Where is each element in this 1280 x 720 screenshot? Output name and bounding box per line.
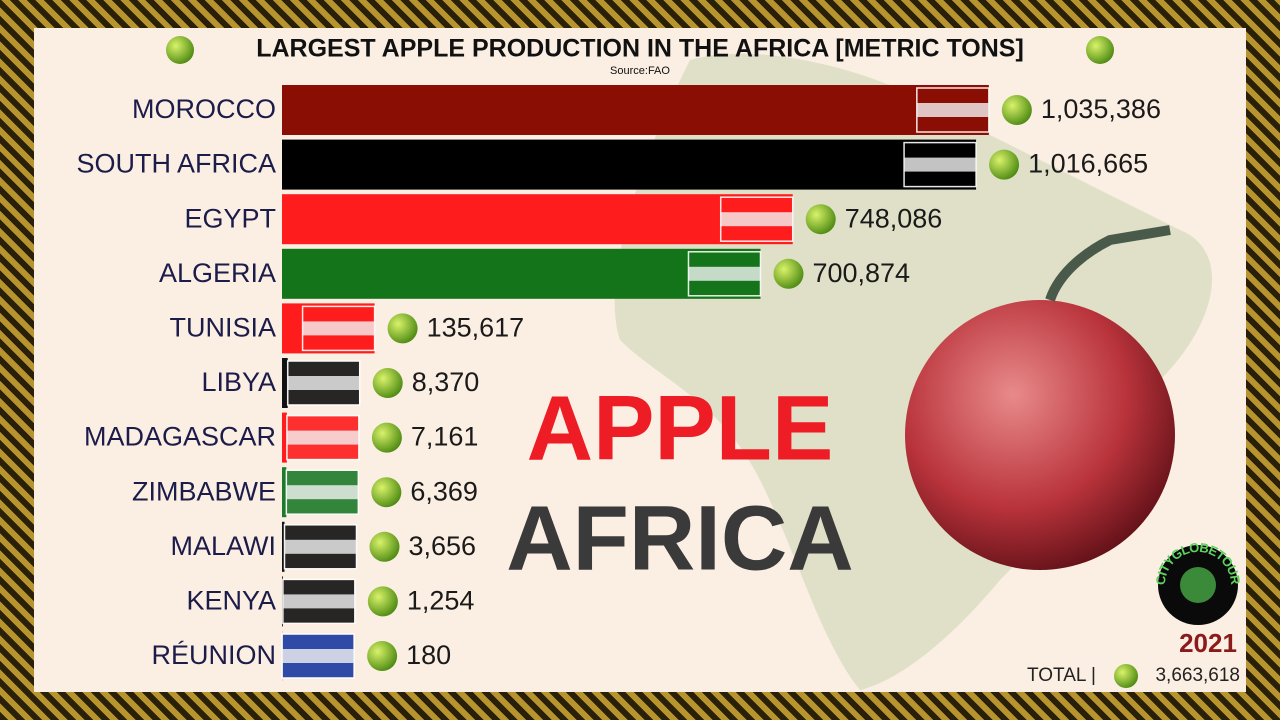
apple-icon — [372, 368, 403, 398]
category-label: KENYA — [186, 586, 276, 616]
bar — [282, 467, 287, 518]
category-label: TUNISIA — [169, 313, 276, 343]
headline-1: APPLE — [527, 377, 834, 479]
bar — [282, 139, 977, 190]
apple-icon — [371, 477, 402, 508]
flag-stripe — [282, 594, 355, 609]
flag-stripe — [286, 485, 359, 500]
value-label: 8,370 — [412, 367, 480, 397]
apple-icon — [989, 149, 1020, 180]
bar — [282, 248, 761, 299]
apple-icon — [367, 586, 398, 617]
apple-icon — [371, 422, 402, 453]
flag-stripe — [916, 103, 989, 117]
apple-icon — [773, 258, 804, 289]
apple-icon — [805, 204, 836, 235]
total-label: TOTAL | — [1027, 665, 1096, 686]
bar — [282, 85, 989, 135]
category-label: ALGERIA — [159, 258, 276, 288]
value-label: 1,016,665 — [1028, 149, 1148, 179]
value-label: 700,874 — [812, 258, 910, 288]
value-label: 7,161 — [411, 422, 479, 452]
category-label: MALAWI — [170, 531, 276, 561]
category-label: ZIMBABWE — [132, 476, 276, 506]
category-label: EGYPT — [184, 203, 276, 233]
logo-globe — [1180, 567, 1216, 603]
year: 2021 — [1179, 628, 1237, 658]
flag-stripe — [287, 376, 360, 390]
flag-stripe — [688, 266, 761, 281]
bar — [282, 194, 793, 245]
apple-icon — [1086, 36, 1114, 64]
bar — [282, 358, 288, 408]
bar — [282, 412, 287, 463]
category-label: SOUTH AFRICA — [76, 149, 276, 179]
apple-icon — [1001, 95, 1032, 125]
headline-2: AFRICA — [506, 487, 854, 589]
apple-icon — [1114, 664, 1138, 688]
value-label: 135,617 — [427, 313, 525, 343]
total-value: 3,663,618 — [1155, 665, 1240, 686]
apple-icon — [369, 531, 400, 562]
category-label: LIBYA — [201, 367, 276, 397]
source: Source:FAO — [610, 65, 670, 77]
flag-stripe — [720, 212, 793, 227]
flag-stripe — [302, 321, 375, 336]
value-label: 748,086 — [845, 203, 943, 233]
value-label: 3,656 — [408, 531, 476, 561]
flag-stripe — [282, 649, 355, 663]
apple-icon — [387, 313, 418, 344]
flag-stripe — [286, 430, 359, 445]
value-label: 1,035,386 — [1041, 94, 1161, 124]
apple-icon — [166, 36, 194, 64]
chart-title: LARGEST APPLE PRODUCTION IN THE AFRICA [… — [256, 35, 1024, 63]
apple-stem — [1045, 225, 1171, 302]
category-label: MOROCCO — [132, 94, 276, 124]
value-label: 6,369 — [410, 476, 478, 506]
flag-stripe — [284, 539, 357, 554]
category-label: MADAGASCAR — [84, 422, 276, 452]
category-label: RÉUNION — [151, 640, 276, 670]
apple-image — [905, 300, 1175, 570]
value-label: 1,254 — [407, 586, 475, 616]
bar — [282, 521, 285, 572]
flag-stripe — [904, 157, 977, 172]
apple-icon — [367, 641, 398, 671]
value-label: 180 — [406, 640, 451, 670]
